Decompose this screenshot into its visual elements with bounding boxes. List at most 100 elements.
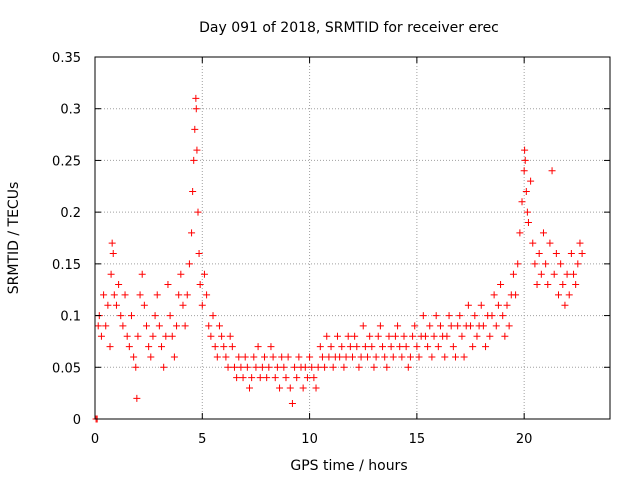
data-point — [104, 301, 112, 309]
chart-title: Day 091 of 2018, SRMTID for receiver ere… — [199, 20, 499, 36]
data-point — [130, 353, 138, 361]
y-tick-label: 0.3 — [60, 103, 81, 118]
data-point — [374, 332, 382, 340]
data-point — [265, 363, 273, 371]
data-point — [301, 363, 309, 371]
y-tick-label: 0.25 — [52, 154, 81, 169]
data-point — [162, 332, 170, 340]
data-point — [149, 332, 157, 340]
data-point — [97, 332, 105, 340]
data-point — [310, 374, 318, 382]
data-point — [284, 353, 292, 361]
data-point — [205, 322, 213, 330]
data-point — [312, 384, 320, 392]
data-point — [467, 322, 475, 330]
data-point — [138, 270, 146, 278]
data-point — [539, 229, 547, 237]
data-points — [92, 94, 586, 423]
data-point — [432, 312, 440, 320]
data-point — [473, 332, 481, 340]
data-point — [523, 208, 531, 216]
data-point — [271, 374, 279, 382]
data-point — [385, 332, 393, 340]
data-point — [226, 332, 234, 340]
data-point — [479, 322, 487, 330]
data-point — [173, 322, 181, 330]
data-point — [383, 363, 391, 371]
data-point — [443, 332, 451, 340]
data-point — [501, 332, 509, 340]
data-point — [134, 332, 142, 340]
data-point — [544, 281, 552, 289]
data-point — [471, 312, 479, 320]
data-point — [447, 322, 455, 330]
data-point — [258, 363, 266, 371]
y-tick-label: 0 — [73, 413, 81, 428]
data-point — [198, 301, 206, 309]
axis-ticks — [94, 56, 610, 420]
data-point — [430, 332, 438, 340]
data-point — [181, 322, 189, 330]
data-point — [346, 343, 354, 351]
data-point — [288, 399, 296, 407]
data-point — [158, 343, 166, 351]
data-point — [164, 281, 172, 289]
data-point — [531, 260, 539, 268]
data-point — [518, 198, 526, 206]
data-point — [542, 260, 550, 268]
data-point — [492, 322, 500, 330]
data-point — [261, 353, 269, 361]
data-point — [557, 260, 565, 268]
data-point — [344, 332, 352, 340]
data-point — [460, 353, 468, 361]
data-point — [195, 250, 203, 258]
data-point — [533, 281, 541, 289]
data-point — [512, 291, 520, 299]
data-point — [578, 250, 586, 258]
data-point — [119, 322, 127, 330]
data-point — [293, 374, 301, 382]
data-point — [256, 374, 264, 382]
data-point — [224, 363, 232, 371]
data-point — [391, 332, 399, 340]
data-point — [306, 353, 314, 361]
data-point — [503, 301, 511, 309]
x-axis-label: GPS time / hours — [290, 458, 407, 474]
data-point — [237, 363, 245, 371]
data-point — [143, 322, 150, 330]
data-point — [368, 343, 376, 351]
data-point — [192, 94, 200, 102]
data-point — [132, 363, 140, 371]
data-point — [248, 374, 256, 382]
data-point — [211, 343, 219, 351]
data-point — [175, 291, 183, 299]
data-point — [486, 332, 494, 340]
data-point — [121, 291, 129, 299]
data-point — [303, 374, 311, 382]
data-point — [434, 343, 442, 351]
data-point — [107, 270, 115, 278]
data-point — [295, 353, 303, 361]
data-point — [196, 281, 204, 289]
data-point — [110, 291, 118, 299]
data-point — [570, 270, 578, 278]
data-point — [529, 239, 537, 247]
data-point — [273, 363, 281, 371]
data-point — [413, 343, 421, 351]
data-point — [355, 363, 363, 371]
data-point — [494, 301, 502, 309]
data-point — [426, 322, 434, 330]
data-point — [233, 374, 241, 382]
data-point — [527, 177, 535, 185]
data-point — [559, 281, 567, 289]
data-point — [520, 167, 528, 175]
y-tick-label: 0.35 — [52, 51, 81, 66]
data-point — [133, 394, 141, 402]
data-point — [424, 343, 432, 351]
data-point — [333, 332, 341, 340]
data-point — [516, 229, 524, 237]
data-point — [188, 229, 196, 237]
data-point — [419, 312, 427, 320]
data-point — [357, 353, 365, 361]
